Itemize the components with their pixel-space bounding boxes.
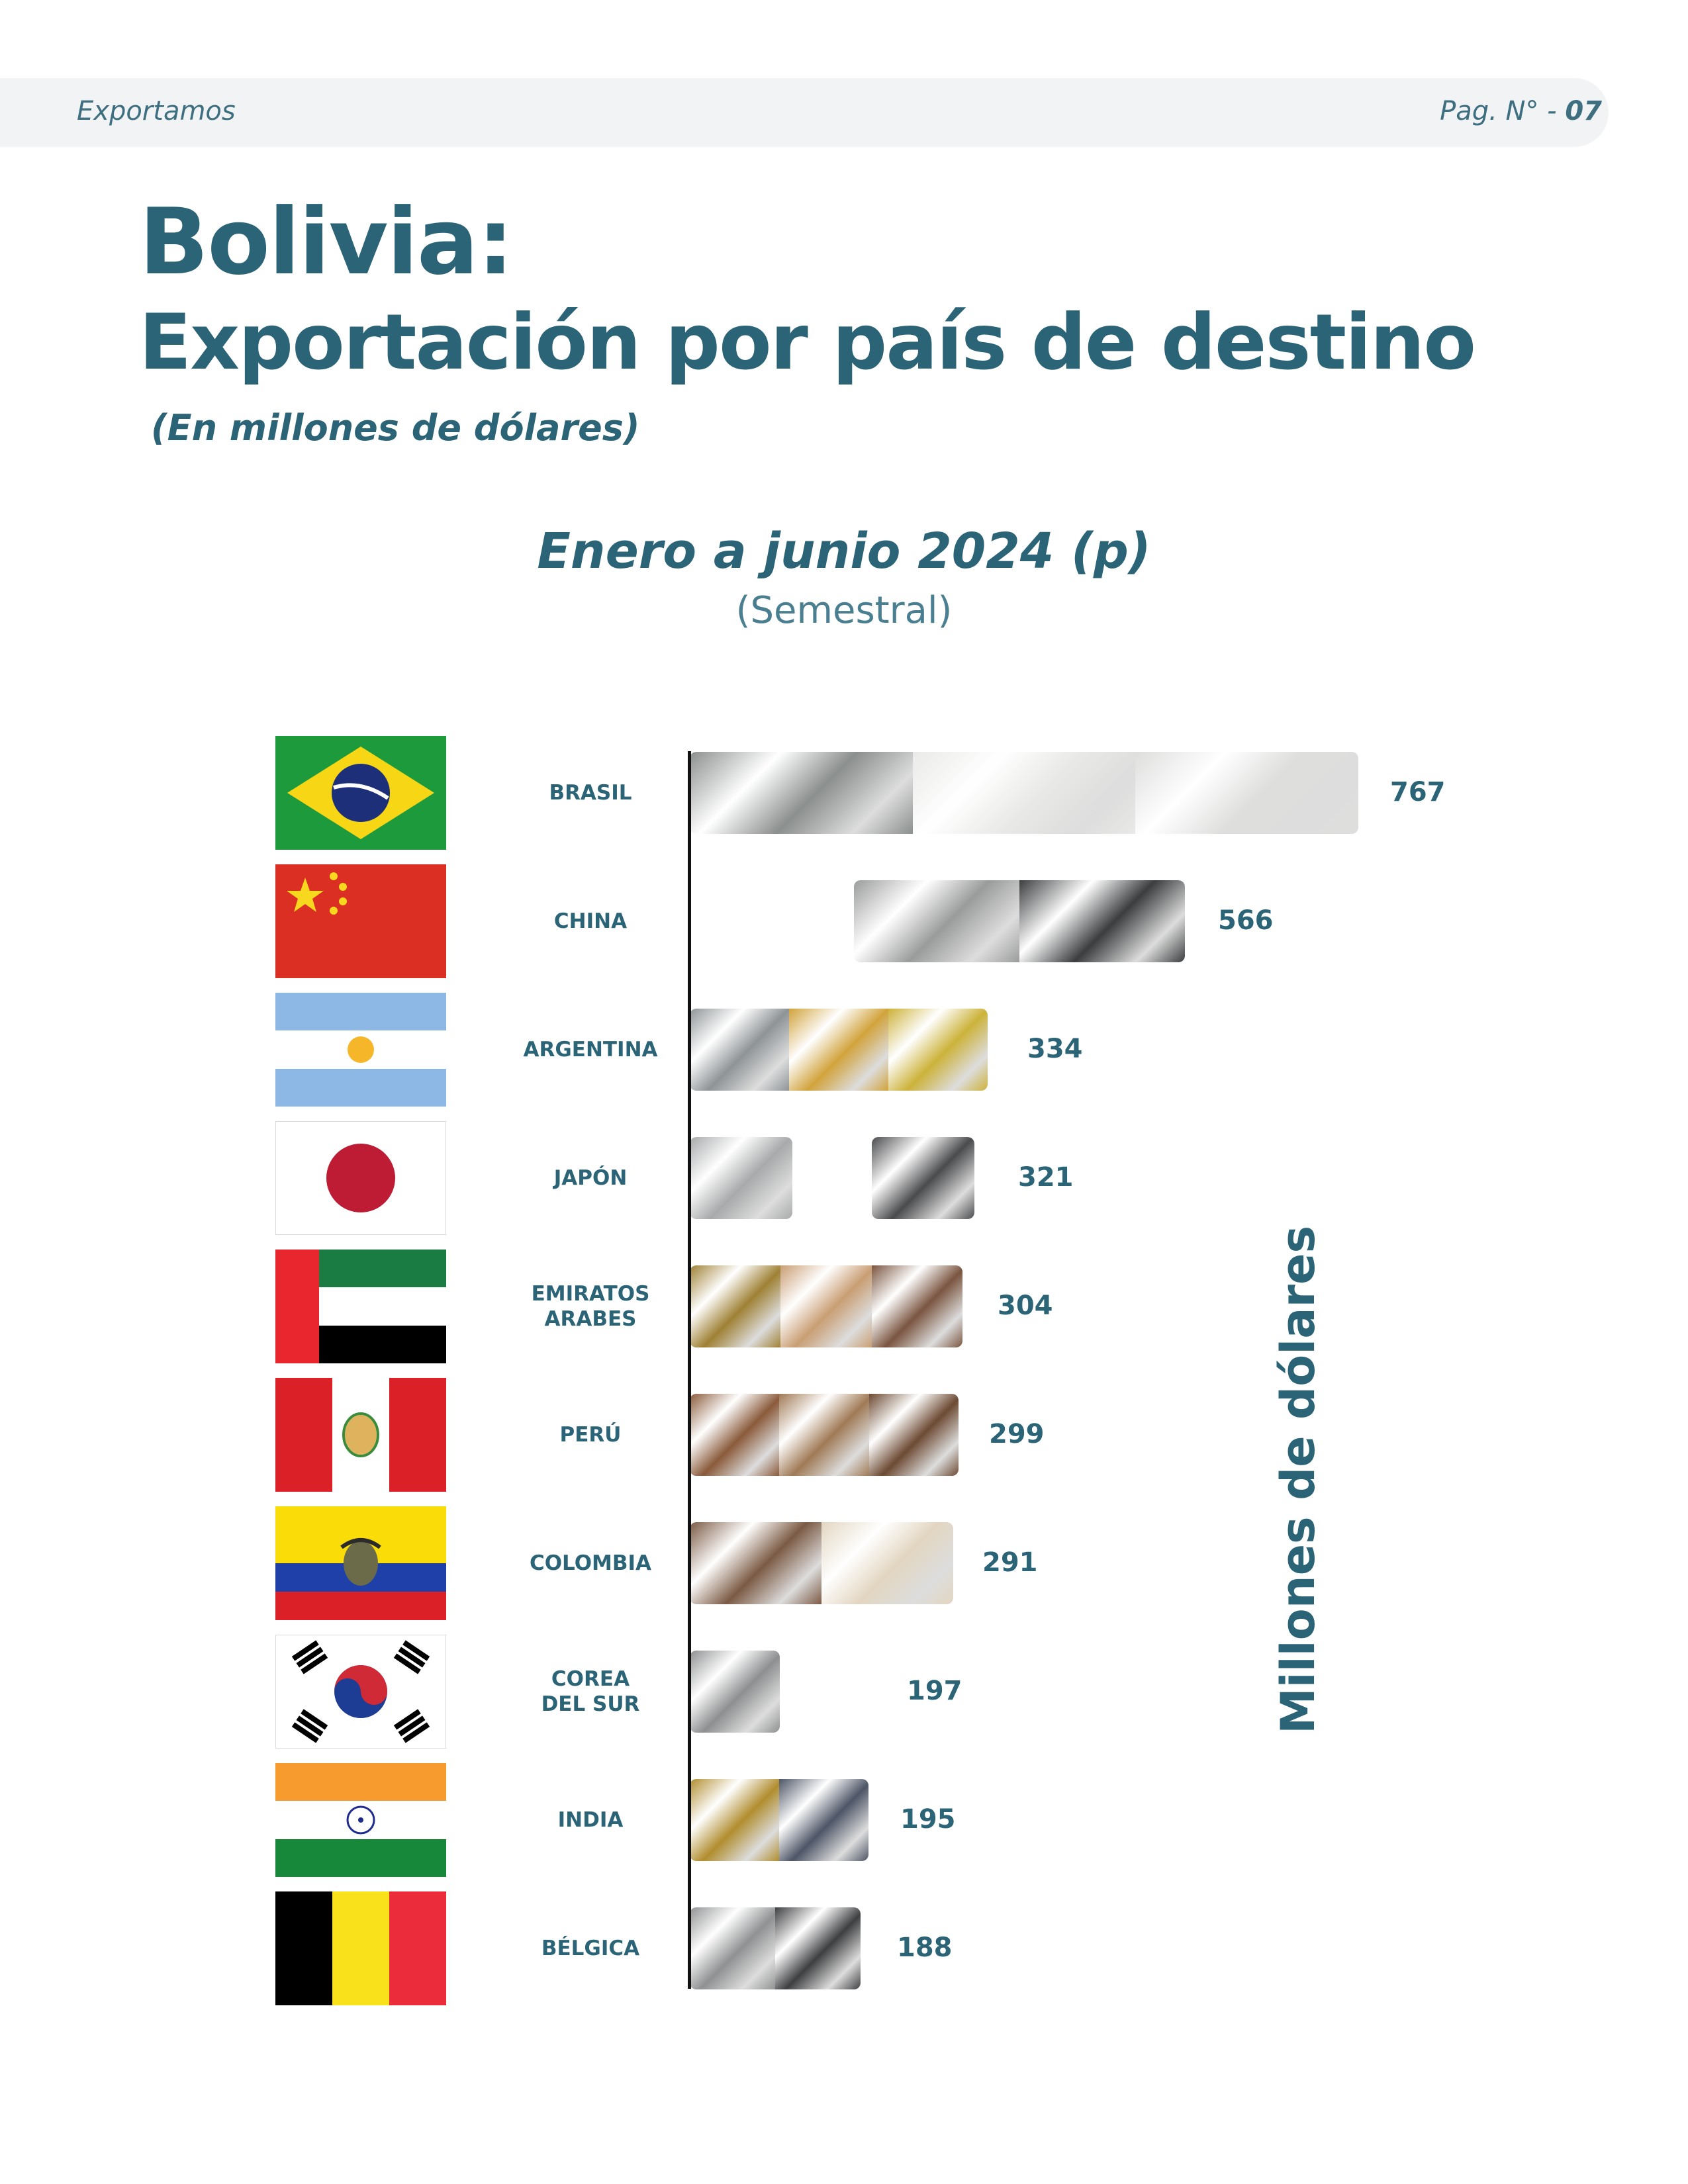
- peru-flag: [275, 1378, 446, 1492]
- bar: [690, 1394, 959, 1476]
- bar-segment: [690, 1522, 821, 1604]
- country-label-line: BRASIL: [549, 781, 632, 805]
- chart-period: Enero a junio 2024 (p): [537, 523, 1151, 580]
- japan-flag: [275, 1121, 446, 1235]
- chart-period-note: (Semestral): [735, 589, 953, 632]
- bar-segment: [788, 1009, 888, 1091]
- bar: [690, 1779, 868, 1861]
- bar-segment: [690, 1907, 775, 1989]
- bar-segment: [690, 1779, 779, 1861]
- bar-segment: [690, 1651, 780, 1733]
- uae-flag: [275, 1250, 446, 1363]
- country-label-line: COREA: [551, 1667, 630, 1691]
- page-number: Pag. N° - 07: [1440, 96, 1602, 126]
- value-label: 195: [900, 1804, 956, 1835]
- argentina-flag: [275, 993, 446, 1107]
- value-axis-title: Millones de dólares: [1271, 1225, 1325, 1734]
- country-label: PERÚ: [465, 1422, 716, 1447]
- value-label: 299: [989, 1419, 1045, 1449]
- value-label: 188: [897, 1933, 953, 1963]
- country-label-line: JAPÓN: [553, 1166, 628, 1190]
- brazil-flag: [275, 736, 446, 850]
- bar-segment: [1019, 880, 1185, 962]
- publication-name: Exportamos: [77, 96, 236, 126]
- country-label-line: ARGENTINA: [523, 1038, 658, 1062]
- country-label: CHINA: [465, 909, 716, 934]
- country-label-line: EMIRATOS: [531, 1282, 650, 1306]
- bar-segment: [775, 1907, 861, 1989]
- value-label: 767: [1390, 777, 1446, 807]
- bar-segment: [821, 1522, 953, 1604]
- country-label: COLOMBIA: [465, 1551, 716, 1576]
- country-label-line: PERÚ: [559, 1423, 622, 1447]
- bar-segment: [690, 1137, 792, 1219]
- country-label: BRASIL: [465, 780, 716, 805]
- country-label-line: CHINA: [553, 909, 628, 933]
- bar-segment: [690, 1009, 789, 1091]
- bar-segment: [690, 1265, 781, 1347]
- bar: [690, 752, 1358, 834]
- bar-segment: [872, 1137, 974, 1219]
- bar: [690, 1009, 988, 1091]
- bar-segment: [690, 752, 913, 834]
- page-number-value: 07: [1565, 96, 1602, 126]
- colombia-flag: [275, 1506, 446, 1620]
- bar-segment: [792, 1137, 872, 1219]
- country-label: BÉLGICA: [465, 1936, 716, 1961]
- country-label-line: COLOMBIA: [529, 1551, 652, 1575]
- value-label: 304: [998, 1291, 1053, 1321]
- country-label: COREA DEL SUR: [465, 1666, 716, 1717]
- south-korea-flag: [275, 1635, 446, 1749]
- page-title: Bolivia:: [139, 189, 514, 295]
- value-label: 291: [982, 1547, 1038, 1578]
- bar: [690, 1651, 780, 1733]
- bar-segment: [868, 1394, 959, 1476]
- india-flag: [275, 1763, 446, 1877]
- country-label: JAPÓN: [465, 1165, 716, 1191]
- country-label-line: DEL SUR: [541, 1692, 640, 1716]
- bar-segment: [1135, 752, 1358, 834]
- bar-segment: [871, 1265, 962, 1347]
- country-label-line: ARABES: [544, 1307, 637, 1331]
- page-title-line-2: Exportación por país de destino: [139, 298, 1476, 387]
- bar: [690, 1137, 974, 1219]
- bar: [690, 1907, 861, 1989]
- country-label-line: BÉLGICA: [541, 1936, 640, 1960]
- chart-axis-line: [688, 751, 691, 1989]
- country-label: EMIRATOS ARABES: [465, 1281, 716, 1332]
- bar-segment: [854, 880, 1019, 962]
- bar-segment: [780, 1265, 872, 1347]
- value-label: 566: [1218, 905, 1274, 936]
- bar: [854, 880, 1185, 962]
- page-number-prefix: Pag. N° -: [1440, 96, 1566, 126]
- units-subtitle: (En millones de dólares): [151, 407, 640, 449]
- bar-segment: [690, 1394, 780, 1476]
- china-flag: [275, 864, 446, 978]
- belgium-flag: [275, 1891, 446, 2005]
- country-label-line: INDIA: [557, 1808, 624, 1832]
- header-bar: [0, 78, 1609, 147]
- bar-segment: [779, 1394, 869, 1476]
- value-label: 197: [907, 1676, 962, 1706]
- country-label: INDIA: [465, 1807, 716, 1833]
- value-label: 321: [1018, 1162, 1074, 1193]
- bar-segment: [888, 1009, 988, 1091]
- value-label: 334: [1027, 1034, 1083, 1064]
- bar-segment: [912, 752, 1136, 834]
- bar: [690, 1265, 962, 1347]
- bar-segment: [779, 1779, 868, 1861]
- bar: [690, 1522, 953, 1604]
- country-label: ARGENTINA: [465, 1037, 716, 1062]
